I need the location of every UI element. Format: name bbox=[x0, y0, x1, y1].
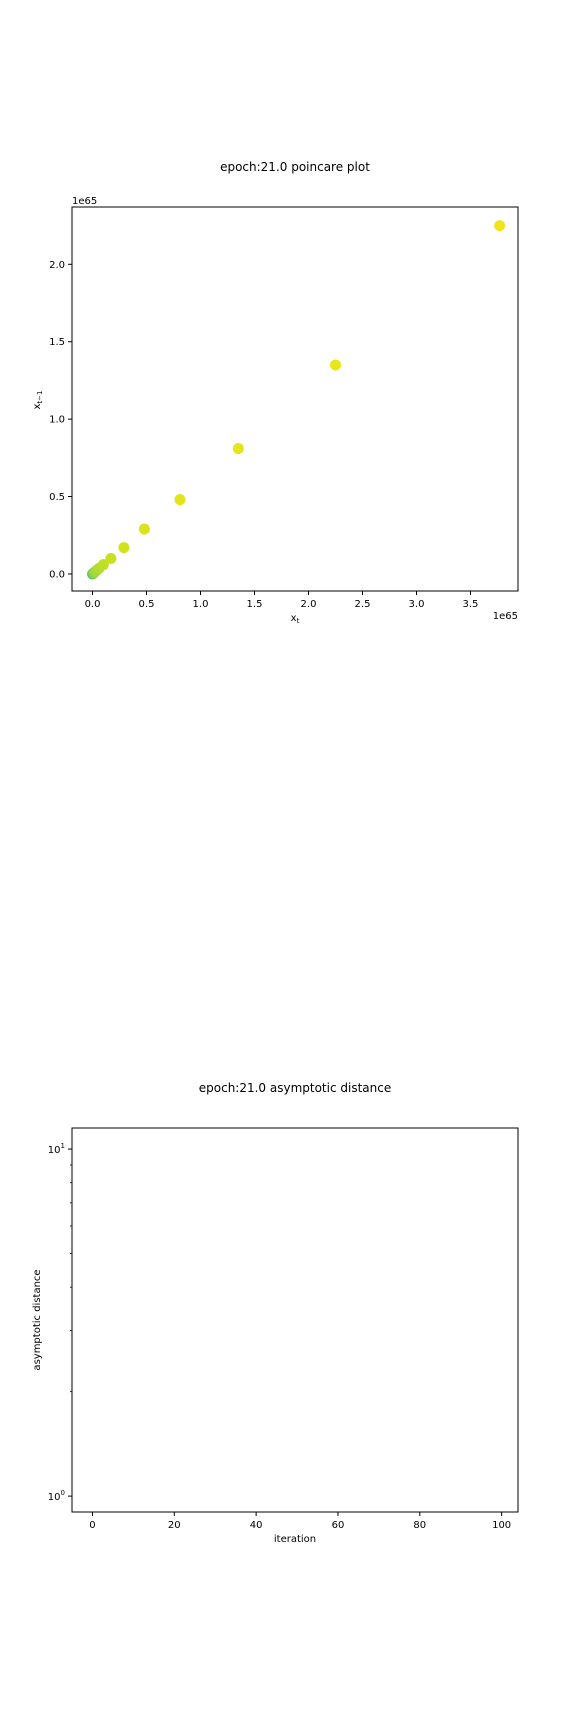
y-tick-label: 2.0 bbox=[49, 260, 65, 271]
x-tick-label: 0.0 bbox=[85, 599, 101, 610]
poincare-plot-frame bbox=[71, 206, 519, 592]
x-tick-label: 3.5 bbox=[463, 599, 479, 610]
poincare-title: epoch:21.0 poincare plot bbox=[220, 160, 370, 174]
x-tick-label: 80 bbox=[413, 1520, 426, 1531]
y-tick-label-exponent: 1 bbox=[61, 1142, 65, 1150]
asymptotic-title: epoch:21.0 asymptotic distance bbox=[199, 1081, 391, 1095]
scatter-point bbox=[97, 559, 109, 571]
y-tick-label-base: 10 bbox=[48, 1492, 61, 1503]
poincare-y-axis-label: xt−1 bbox=[32, 391, 44, 410]
scatter-point bbox=[138, 523, 150, 535]
y-tick-label-base: 10 bbox=[48, 1145, 61, 1156]
x-tick-label: 0 bbox=[89, 1520, 95, 1531]
asymptotic-x-axis-label: iteration bbox=[274, 1534, 316, 1545]
scatter-point bbox=[118, 542, 130, 554]
poincare-x-axis-label-sub: t bbox=[297, 617, 300, 625]
y-tick-label: 0.5 bbox=[49, 492, 65, 503]
scatter-point bbox=[105, 552, 117, 564]
poincare-y-ticks: 0.0 0.5 1.0 1.5 2.0 bbox=[49, 260, 72, 580]
poincare-x-ticks: 0.0 0.5 1.0 1.5 2.0 2.5 3.0 3.5 bbox=[85, 591, 479, 610]
asymptotic-y-axis-label: asymptotic distance bbox=[32, 1269, 43, 1370]
scatter-point bbox=[232, 443, 244, 455]
y-tick-label: 0.0 bbox=[49, 569, 65, 580]
poincare-x-axis-label: xt bbox=[291, 613, 300, 625]
x-tick-label: 100 bbox=[492, 1520, 511, 1531]
x-tick-label: 1.5 bbox=[247, 599, 263, 610]
poincare-y-offset-label: 1e65 bbox=[72, 196, 97, 207]
poincare-x-offset-label: 1e65 bbox=[493, 611, 518, 622]
x-tick-label: 2.0 bbox=[301, 599, 317, 610]
poincare-y-axis-label-main: x bbox=[32, 404, 43, 410]
scatter-point bbox=[494, 220, 506, 232]
y-tick-label: 101 bbox=[48, 1142, 65, 1156]
x-tick-label: 1.0 bbox=[193, 599, 209, 610]
poincare-points bbox=[87, 220, 506, 580]
asymptotic-chart: epoch:21.0 asymptotic distance 0 20 40 60 80… bbox=[32, 1081, 519, 1545]
scatter-point bbox=[330, 359, 341, 371]
x-tick-label: 2.5 bbox=[355, 599, 371, 610]
asymptotic-plot-frame bbox=[71, 1127, 519, 1513]
x-tick-label: 20 bbox=[168, 1520, 181, 1531]
x-tick-label: 0.5 bbox=[139, 599, 155, 610]
x-tick-label: 40 bbox=[250, 1520, 263, 1531]
scatter-point bbox=[174, 494, 186, 506]
y-tick-label: 100 bbox=[48, 1489, 65, 1503]
x-tick-label: 60 bbox=[332, 1520, 345, 1531]
poincare-x-axis-label-main: x bbox=[291, 613, 297, 624]
x-tick-label: 3.0 bbox=[409, 599, 425, 610]
poincare-y-axis-label-sub: t−1 bbox=[36, 391, 44, 404]
poincare-chart: epoch:21.0 poincare plot 0.0 0.5 1.0 1.5 2.0… bbox=[32, 160, 519, 625]
y-tick-label-exponent: 0 bbox=[61, 1489, 65, 1497]
asymptotic-x-ticks: 0 20 40 60 80 100 bbox=[89, 1512, 511, 1531]
y-tick-label: 1.5 bbox=[49, 337, 65, 348]
y-tick-label: 1.0 bbox=[49, 415, 65, 426]
